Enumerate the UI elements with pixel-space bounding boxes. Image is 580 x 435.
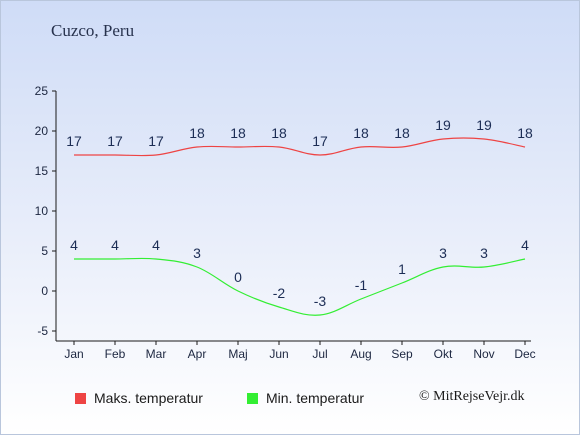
data-label-max: 18 [271, 125, 287, 141]
series-line-min [73, 257, 526, 316]
series-lines [73, 137, 526, 316]
data-label-min: -3 [314, 293, 327, 309]
x-tick-label: Jul [312, 347, 327, 361]
legend-label-max: Maks. temperatur [94, 390, 203, 406]
series-line-max [73, 137, 526, 157]
data-label-min: 4 [70, 237, 78, 253]
legend-item-max: Maks. temperatur [75, 389, 203, 407]
data-label-min: 3 [193, 245, 201, 261]
legend-swatch-min [247, 392, 258, 404]
x-tick-label: Apr [188, 347, 207, 361]
data-labels: 17 17 17 18 18 18 17 18 18 19 19 18 4 4 4 3 0 -2 -3 -1 1 3 3 4 [66, 117, 533, 309]
x-tick-label: Dec [514, 347, 535, 361]
y-tick-label: -5 [37, 324, 48, 338]
data-label-min: -1 [355, 277, 368, 293]
data-label-max: 18 [230, 125, 246, 141]
legend-swatch-max [75, 392, 86, 404]
legend-label-min: Min. temperatur [266, 390, 365, 406]
copyright-text: © MitRejseVejr.dk [419, 389, 525, 404]
y-tick-label: 20 [35, 124, 49, 138]
legend-item-min: Min. temperatur [247, 389, 364, 407]
data-label-max: 18 [394, 125, 410, 141]
x-tick-label: Mar [146, 347, 167, 361]
data-label-max: 19 [476, 117, 492, 133]
data-label-min: -2 [273, 285, 286, 301]
x-tick-label: Okt [434, 347, 453, 361]
y-tick-label: 0 [41, 284, 48, 298]
x-tick-label: Feb [105, 347, 126, 361]
chart-title: Cuzco, Peru [51, 21, 135, 40]
data-label-min: 3 [480, 245, 488, 261]
x-tick-label: Maj [228, 347, 247, 361]
data-label-max: 18 [517, 125, 533, 141]
data-label-max: 18 [189, 125, 205, 141]
data-label-min: 3 [439, 245, 447, 261]
data-label-min: 4 [111, 237, 119, 253]
data-label-max: 17 [312, 133, 328, 149]
data-label-max: 17 [107, 133, 123, 149]
data-label-max: 17 [66, 133, 82, 149]
y-tick-label: 5 [41, 244, 48, 258]
y-tick-label: 25 [35, 84, 49, 98]
data-label-max: 17 [148, 133, 164, 149]
data-label-min: 4 [152, 237, 160, 253]
data-label-max: 19 [435, 117, 451, 133]
x-tick-label: Nov [473, 347, 494, 361]
x-tick-label: Jun [269, 347, 288, 361]
x-tick-label: Sep [391, 347, 413, 361]
x-tick-label: Jan [64, 347, 83, 361]
x-tick-label: Aug [350, 347, 371, 361]
data-label-min: 4 [521, 237, 529, 253]
y-tick-label: 10 [35, 204, 49, 218]
y-tick-label: 15 [35, 164, 49, 178]
data-label-max: 18 [353, 125, 369, 141]
data-label-min: 0 [234, 269, 242, 285]
data-label-min: 1 [398, 261, 406, 277]
